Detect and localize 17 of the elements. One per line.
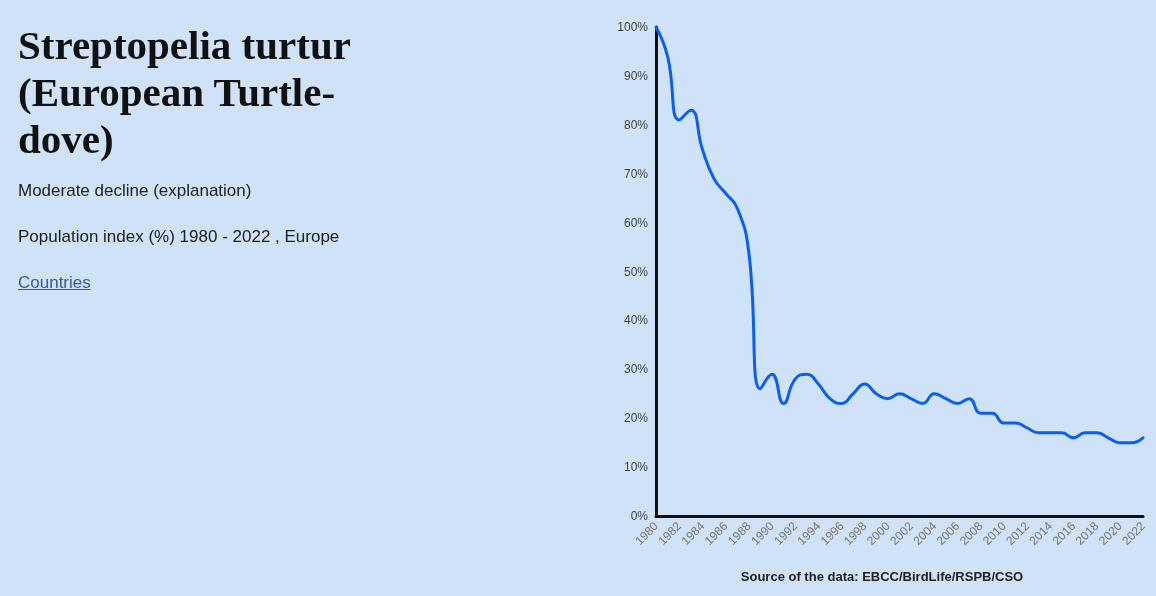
y-tick-label: 0%: [630, 509, 649, 523]
y-tick-label: 30%: [623, 362, 649, 377]
y-tick-label: 80%: [623, 117, 649, 132]
source-note: Source of the data: EBCC/BirdLife/RSPB/CSO: [740, 569, 1024, 584]
y-tick-label: 40%: [623, 313, 649, 328]
text: Streptopelia turtur (European Turtle-dove): [18, 22, 352, 163]
y-tick-label: 70%: [623, 166, 649, 181]
text: Population index (%) 1980 - 2022 , Europe: [18, 227, 341, 247]
y-tick-label: 90%: [623, 68, 649, 83]
y-tick-label: 50%: [623, 264, 649, 279]
y-tick-label: 10%: [623, 460, 649, 475]
line-series: [654, 25, 1145, 445]
y-tick-label: 60%: [623, 215, 649, 230]
y-tick-label: 100%: [617, 20, 649, 34]
y-tick-label: 20%: [623, 411, 649, 426]
text: Countries: [18, 273, 92, 293]
text: Moderate decline (explanation): [18, 181, 253, 201]
